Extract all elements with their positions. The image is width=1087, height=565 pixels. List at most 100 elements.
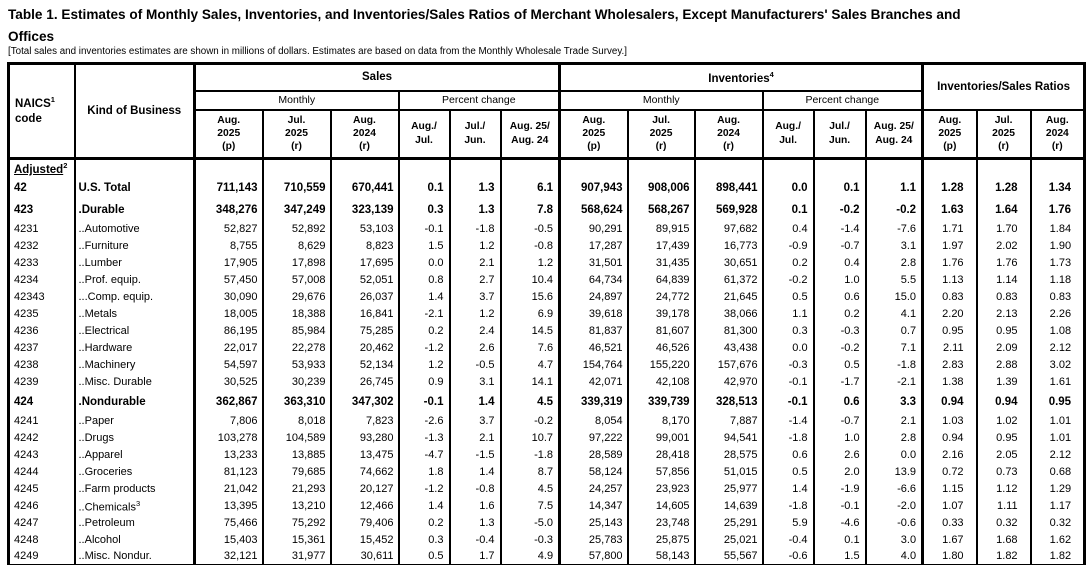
value-cell: 13,395 xyxy=(194,497,264,515)
value-cell: 1.1 xyxy=(762,305,815,323)
estimates-table: NAICS1 code Kind of Business Sales Inventori… xyxy=(7,62,1087,565)
value-cell: 0.32 xyxy=(976,514,1032,532)
value-cell: 2.09 xyxy=(976,339,1032,357)
naics-code-cell: 4246 xyxy=(8,497,76,515)
value-cell: 1.14 xyxy=(976,271,1032,289)
value-cell: 42,970 xyxy=(694,373,764,391)
value-cell: 0.5 xyxy=(762,288,815,306)
value-cell: 13.9 xyxy=(865,463,925,481)
value-cell: 1.73 xyxy=(1030,254,1086,272)
table-row: 4239 ..Misc. Durable 30,525 30,239 26,745 0.9… xyxy=(8,373,1086,391)
table-row: 4233 ..Lumber 17,905 17,898 17,695 0.0 2.1 1.2 3… xyxy=(8,254,1086,272)
value-cell: 6.1 xyxy=(500,176,562,199)
table-row: 4249 ..Misc. Nondur. 32,121 31,977 30,611 0.5… xyxy=(8,548,1086,565)
naics-code-cell: 4235 xyxy=(8,305,76,323)
value-cell xyxy=(1030,158,1086,177)
value-cell: 24,257 xyxy=(559,480,629,498)
value-cell: 1.15 xyxy=(922,480,978,498)
value-cell: 51,015 xyxy=(694,463,764,481)
value-cell: 0.1 xyxy=(398,176,451,199)
value-cell: 81,300 xyxy=(694,322,764,340)
value-cell: -1.9 xyxy=(813,480,867,498)
value-cell: 2.8 xyxy=(865,429,925,447)
value-cell: 2.26 xyxy=(1030,305,1086,323)
value-cell: 22,017 xyxy=(194,339,264,357)
value-cell: 0.1 xyxy=(813,176,867,199)
value-cell: 2.6 xyxy=(813,446,867,464)
table-title-line2: Offices xyxy=(8,28,55,44)
value-cell: 3.7 xyxy=(449,288,502,306)
value-cell: 2.02 xyxy=(976,237,1032,255)
value-cell: -1.2 xyxy=(398,480,451,498)
value-cell: 8,054 xyxy=(559,412,629,430)
value-cell: -0.1 xyxy=(398,390,451,413)
value-cell: 14,605 xyxy=(627,497,696,515)
value-cell: 7.6 xyxy=(500,339,562,357)
value-cell: -0.2 xyxy=(762,271,815,289)
value-cell: 75,285 xyxy=(330,322,400,340)
value-cell: 15.0 xyxy=(865,288,925,306)
value-cell: 58,124 xyxy=(559,463,629,481)
value-cell: 2.7 xyxy=(449,271,502,289)
value-cell: 10.4 xyxy=(500,271,562,289)
table-row: 4248 ..Alcohol 15,403 15,361 15,452 0.3 -0.4 -0… xyxy=(8,531,1086,549)
naics-code-cell: 4231 xyxy=(8,220,76,238)
value-cell: 81,123 xyxy=(194,463,264,481)
value-cell: 339,319 xyxy=(559,390,629,413)
value-cell xyxy=(922,158,978,177)
value-cell: 13,210 xyxy=(262,497,332,515)
value-cell: 1.01 xyxy=(1030,429,1086,447)
value-cell: -1.8 xyxy=(762,429,815,447)
value-cell: 710,559 xyxy=(262,176,332,199)
value-cell: 18,388 xyxy=(262,305,332,323)
value-cell: 1.3 xyxy=(449,514,502,532)
value-cell: -0.3 xyxy=(500,531,562,549)
value-cell: 29,676 xyxy=(262,288,332,306)
value-cell: 21,042 xyxy=(194,480,264,498)
naics-code-cell: 4244 xyxy=(8,463,76,481)
value-cell xyxy=(500,158,562,177)
value-cell: 2.1 xyxy=(449,254,502,272)
value-cell: 30,090 xyxy=(194,288,264,306)
value-cell: 2.12 xyxy=(1030,339,1086,357)
value-cell: 1.4 xyxy=(449,390,502,413)
value-cell: 52,051 xyxy=(330,271,400,289)
table-row: 4246 ..Chemicals3 13,395 13,210 12,466 1.4 1.6… xyxy=(8,497,1086,515)
value-cell: 53,103 xyxy=(330,220,400,238)
header-group-row: NAICS1 code Kind of Business Sales Inventori… xyxy=(8,63,1086,160)
value-cell: 1.3 xyxy=(449,176,502,199)
value-cell: 5.9 xyxy=(762,514,815,532)
value-cell: -0.2 xyxy=(813,198,867,221)
value-cell: 18,005 xyxy=(194,305,264,323)
value-cell xyxy=(694,158,764,177)
value-cell: 898,441 xyxy=(694,176,764,199)
naics-code-cell: 423 xyxy=(8,198,76,221)
value-cell: 0.95 xyxy=(976,429,1032,447)
value-cell xyxy=(762,158,815,177)
value-cell: -0.6 xyxy=(762,548,815,565)
value-cell: 0.7 xyxy=(865,322,925,340)
kind-of-business-cell: ..Alcohol xyxy=(74,531,196,549)
table-row: 4235 ..Metals 18,005 18,388 16,841 -2.1 1.2 6.9… xyxy=(8,305,1086,323)
kind-of-business-cell: ..Machinery xyxy=(74,356,196,374)
naics-code-cell: 4234 xyxy=(8,271,76,289)
value-cell: 1.90 xyxy=(1030,237,1086,255)
value-cell: -0.7 xyxy=(813,412,867,430)
naics-code-cell: 4232 xyxy=(8,237,76,255)
value-cell: 0.6 xyxy=(762,446,815,464)
value-cell: 26,745 xyxy=(330,373,400,391)
header-period-cell: Aug. 2024 (r) xyxy=(1030,109,1086,160)
value-cell: 3.02 xyxy=(1030,356,1086,374)
value-cell: 2.12 xyxy=(1030,446,1086,464)
value-cell: -4.6 xyxy=(813,514,867,532)
value-cell: -0.4 xyxy=(762,531,815,549)
value-cell: 0.5 xyxy=(398,548,451,565)
value-cell: 104,589 xyxy=(262,429,332,447)
value-cell: 348,276 xyxy=(194,198,264,221)
header-label-row: Aug. 2025 (p) Jul. 2025 (r) Aug. 2024 (r) Aug./Ju… xyxy=(9,109,1086,160)
value-cell: 13,233 xyxy=(194,446,264,464)
header-monthly: Monthly xyxy=(194,90,400,111)
value-cell: 4.1 xyxy=(865,305,925,323)
kind-of-business-cell: ..Farm products xyxy=(74,480,196,498)
value-cell: 17,439 xyxy=(627,237,696,255)
